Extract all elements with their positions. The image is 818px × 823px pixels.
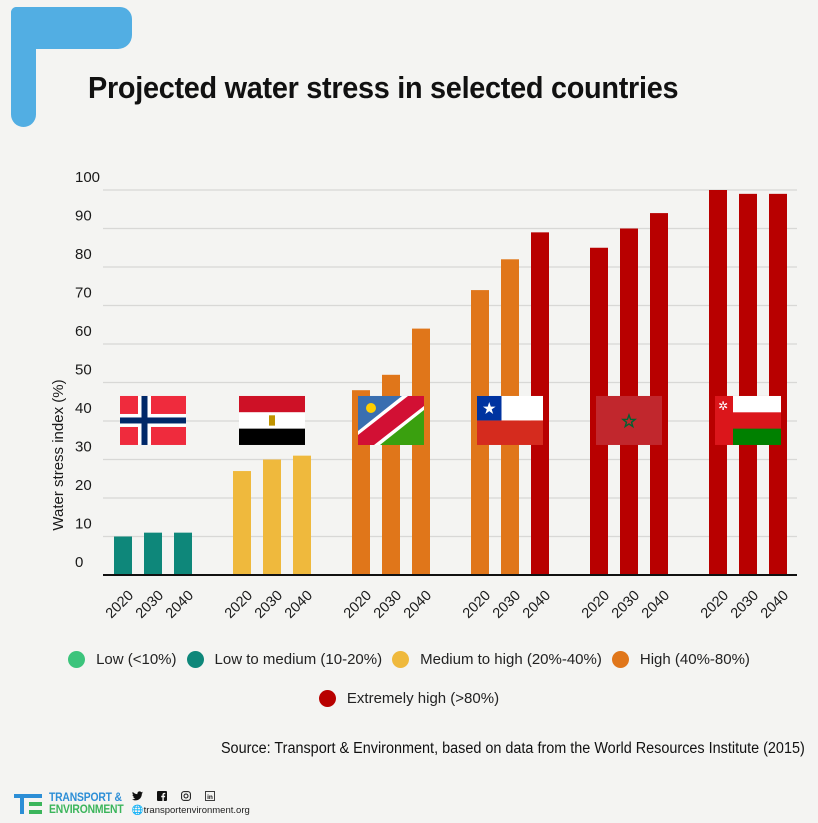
x-tick-label: 2020 xyxy=(222,588,256,622)
x-tick-label: 2040 xyxy=(401,588,435,622)
bar-egypt-2030 xyxy=(263,459,281,575)
y-tick-label: 20 xyxy=(75,477,92,494)
chart-title: Projected water stress in selected count… xyxy=(88,70,679,105)
egypt-flag xyxy=(239,395,305,445)
te-logo-icon xyxy=(14,792,44,816)
y-tick-label: 90 xyxy=(75,208,92,225)
flags: ✲ xyxy=(120,395,781,445)
legend: Low (<10%) Low to medium (10-20%) Medium t… xyxy=(0,651,818,668)
bar-morocco-2040 xyxy=(650,213,668,575)
brand-name: TRANSPORT & ENVIRONMENT xyxy=(49,792,124,816)
legend-swatch xyxy=(318,690,336,707)
oman-flag: ✲ xyxy=(715,395,781,445)
facebook-icon[interactable] xyxy=(156,791,167,805)
bar-egypt-2040 xyxy=(293,455,311,575)
y-tick-label: 70 xyxy=(75,285,92,302)
legend-item-low-medium: Low to medium (10-20%) xyxy=(186,651,383,668)
legend-label: High (40%-80%) xyxy=(639,651,750,668)
y-tick-label: 60 xyxy=(75,323,92,340)
bar-namibia-2040 xyxy=(412,328,430,575)
y-tick-labels: 0 10 20 30 40 50 60 70 80 90 100 xyxy=(75,169,100,571)
bars xyxy=(114,190,787,575)
legend-row-2: Extremely high (>80%) xyxy=(0,690,818,707)
legend-swatch xyxy=(611,651,629,668)
y-tick-label: 30 xyxy=(75,439,92,456)
x-tick-label: 2040 xyxy=(520,588,554,622)
gridlines xyxy=(103,189,797,538)
sun-icon xyxy=(366,402,376,413)
legend-item-medium-high: Medium to high (20%-40%) xyxy=(392,651,602,668)
namibia-flag xyxy=(358,395,424,445)
x-tick-label: 2020 xyxy=(579,588,613,622)
emblem-icon: ✲ xyxy=(718,399,728,413)
x-tick-label: 2040 xyxy=(282,588,316,622)
instagram-icon[interactable] xyxy=(180,791,191,805)
website-link[interactable]: 🌐transportenvironment.org xyxy=(132,805,250,817)
bar-norway-2030 xyxy=(144,532,162,575)
legend-item-high: High (40%-80%) xyxy=(611,651,750,668)
x-tick-label: 2030 xyxy=(609,588,643,622)
chile-flag xyxy=(477,395,543,445)
x-tick-label: 2030 xyxy=(252,588,286,622)
linkedin-icon[interactable]: in xyxy=(204,791,215,805)
y-tick-label: 0 xyxy=(75,554,83,571)
legend-swatch xyxy=(68,651,86,668)
morocco-flag xyxy=(596,395,662,445)
x-tick-label: 2020 xyxy=(103,588,137,622)
decorative-side-bar xyxy=(11,7,36,127)
svg-text:in: in xyxy=(207,794,213,801)
y-axis-label: Water stress index (%) xyxy=(50,379,67,530)
x-tick-label: 2030 xyxy=(371,588,405,622)
bar-norway-2020 xyxy=(114,536,132,575)
x-tick-label: 2030 xyxy=(728,588,762,622)
x-tick-label: 2040 xyxy=(758,588,792,622)
y-tick-label: 40 xyxy=(75,400,92,417)
bar-norway-2040 xyxy=(174,532,192,575)
x-tick-label: 2040 xyxy=(163,588,197,622)
brand-line-2: ENVIRONMENT xyxy=(49,804,124,816)
legend-swatch xyxy=(186,651,204,668)
bar-oman-2040 xyxy=(769,193,787,575)
legend-item-extremely-high: Extremely high (>80%) xyxy=(318,690,500,707)
twitter-icon[interactable] xyxy=(131,791,143,805)
legend-label: Low (<10%) xyxy=(96,651,177,668)
x-tick-label: 2040 xyxy=(639,588,673,622)
legend-label: Extremely high (>80%) xyxy=(346,690,500,707)
y-tick-label: 80 xyxy=(75,246,92,263)
social-links: in 🌐transportenvironment.org xyxy=(131,791,250,817)
bar-egypt-2020 xyxy=(233,471,251,575)
source-note: Source: Transport & Environment, based o… xyxy=(221,740,805,757)
legend-swatch xyxy=(392,651,410,668)
x-tick-label: 2020 xyxy=(341,588,375,622)
y-tick-label: 50 xyxy=(75,362,92,379)
legend-label: Low to medium (10-20%) xyxy=(214,651,383,668)
legend-label: Medium to high (20%-40%) xyxy=(420,651,602,668)
brand-line-1: TRANSPORT & xyxy=(49,792,122,804)
bar-oman-2020 xyxy=(709,190,727,575)
footer: TRANSPORT & ENVIRONMENT in 🌐transportenv… xyxy=(14,790,250,818)
website-url[interactable]: transportenvironment.org xyxy=(143,805,250,816)
star-icon xyxy=(482,401,496,414)
pentagram-icon xyxy=(621,412,637,429)
legend-item-low: Low (<10%) xyxy=(68,651,177,668)
x-tick-label: 2030 xyxy=(490,588,524,622)
norway-flag xyxy=(120,395,186,445)
x-tick-label: 2020 xyxy=(698,588,732,622)
bar-oman-2030 xyxy=(739,193,757,575)
y-tick-label: 10 xyxy=(75,516,92,533)
x-tick-label: 2020 xyxy=(460,588,494,622)
x-tick-label: 2030 xyxy=(133,588,167,622)
globe-icon: 🌐 xyxy=(131,805,144,816)
y-tick-label: 100 xyxy=(75,169,100,186)
eagle-icon xyxy=(269,415,275,426)
